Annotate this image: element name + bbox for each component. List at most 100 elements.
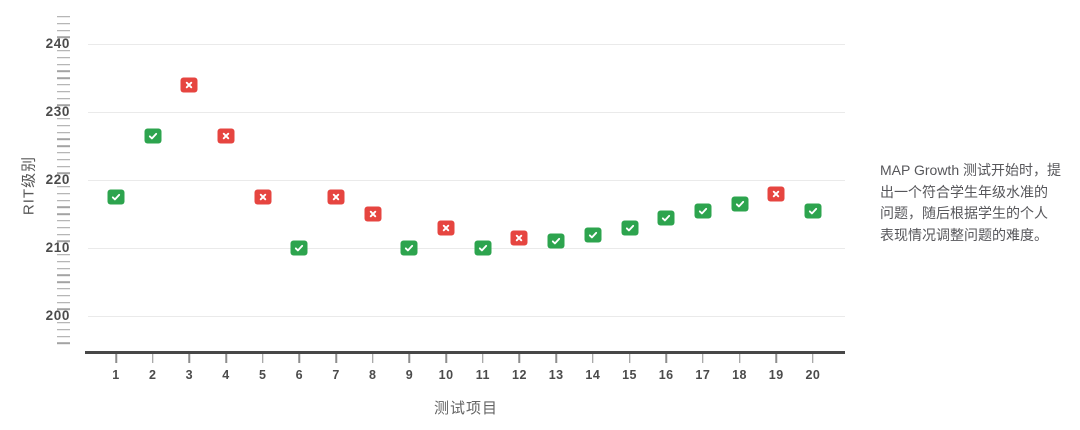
cross-icon (222, 132, 230, 140)
data-point-1-correct (107, 189, 125, 205)
x-tick-label: 13 (548, 368, 564, 382)
ruler-tick (57, 206, 70, 209)
x-tick (298, 354, 301, 363)
annotation-text: MAP Growth 测试开始时，提 出一个符合学生年级水准的 问题，随后根据学… (880, 160, 1076, 246)
ruler-tick (57, 56, 70, 59)
x-tick-label: 3 (185, 368, 194, 382)
check-icon (148, 132, 157, 140)
cross-icon (442, 224, 450, 231)
x-axis-line (85, 350, 845, 354)
ruler-tick (57, 152, 70, 154)
gridline-200 (88, 316, 845, 318)
ruler-tick (57, 138, 70, 141)
ruler-tick (57, 308, 70, 311)
ruler-tick (57, 328, 70, 331)
x-tick (261, 354, 264, 363)
ruler-tick (57, 77, 70, 79)
x-tick (482, 354, 484, 363)
ruler-tick (57, 186, 70, 188)
x-tick (702, 354, 704, 363)
y-tick-label: 200 (45, 308, 70, 324)
check-icon (808, 207, 817, 215)
annotation-line: 出一个符合学生年级水准的 (880, 183, 1048, 200)
data-point-19-incorrect (767, 186, 785, 202)
x-tick-label: 16 (658, 368, 674, 382)
cross-icon (186, 81, 193, 89)
x-tick (775, 354, 777, 363)
ruler-tick (57, 90, 70, 93)
ruler-tick (57, 124, 70, 127)
x-tick-label: 9 (405, 368, 414, 382)
ruler-tick (57, 165, 70, 168)
check-icon (625, 224, 634, 232)
x-tick (115, 354, 117, 363)
ruler-tick (57, 322, 70, 324)
x-tick (225, 354, 227, 363)
ruler-tick (57, 16, 70, 18)
ruler-tick (57, 213, 70, 215)
ruler-tick (57, 281, 70, 283)
check-icon (552, 238, 561, 245)
data-point-12-incorrect (510, 230, 528, 246)
x-tick (445, 354, 447, 363)
ruler-tick (57, 63, 70, 66)
ruler-tick (57, 118, 70, 120)
x-tick-label: 4 (222, 368, 230, 382)
x-tick (518, 354, 521, 363)
x-tick (555, 354, 557, 363)
x-tick-label: 10 (438, 368, 454, 382)
ruler-tick (57, 131, 70, 134)
x-tick-label: 11 (475, 368, 490, 382)
x-tick (188, 354, 191, 363)
ruler-tick (57, 267, 70, 270)
x-tick-label: 15 (622, 368, 637, 382)
data-point-20-correct (804, 203, 822, 219)
ruler-tick (57, 97, 70, 100)
x-tick (738, 354, 741, 363)
ruler-tick (57, 274, 70, 277)
gridline-230 (88, 112, 845, 114)
gridline-210 (88, 248, 845, 250)
ruler-tick (57, 226, 70, 229)
data-point-5-incorrect (254, 189, 272, 205)
ruler-tick (57, 84, 70, 86)
cross-icon (332, 193, 340, 201)
check-icon (735, 200, 744, 208)
x-tick-label: 5 (258, 368, 267, 382)
data-point-4-incorrect (217, 128, 235, 144)
ruler-tick (57, 260, 70, 263)
ruler-tick (57, 192, 70, 195)
cross-icon (259, 193, 266, 201)
data-point-10-incorrect (437, 220, 455, 236)
x-tick (335, 354, 337, 363)
x-tick-label: 12 (512, 368, 527, 382)
check-icon (588, 231, 597, 238)
check-icon (662, 214, 671, 221)
ruler-tick (57, 254, 70, 256)
cross-icon (369, 210, 376, 218)
gridline-240 (88, 44, 845, 46)
data-point-3-incorrect (180, 77, 198, 93)
data-point-18-correct (731, 196, 749, 212)
x-tick-label: 18 (732, 368, 747, 382)
ruler-tick (57, 172, 70, 175)
ruler-tick (57, 22, 70, 25)
x-tick (812, 354, 814, 363)
cross-icon (516, 234, 523, 242)
ruler-tick (57, 29, 70, 32)
x-tick (372, 354, 374, 363)
ruler-tick (57, 104, 70, 107)
cross-icon (773, 190, 780, 197)
x-tick-label: 8 (369, 368, 377, 382)
check-icon (295, 245, 304, 252)
x-tick-label: 1 (112, 368, 120, 382)
check-icon (478, 245, 487, 252)
data-point-14-correct (584, 227, 602, 242)
ruler-tick (57, 36, 70, 39)
ruler-tick (57, 158, 70, 161)
check-icon (111, 194, 121, 201)
x-tick (665, 354, 667, 363)
x-tick (628, 354, 631, 363)
